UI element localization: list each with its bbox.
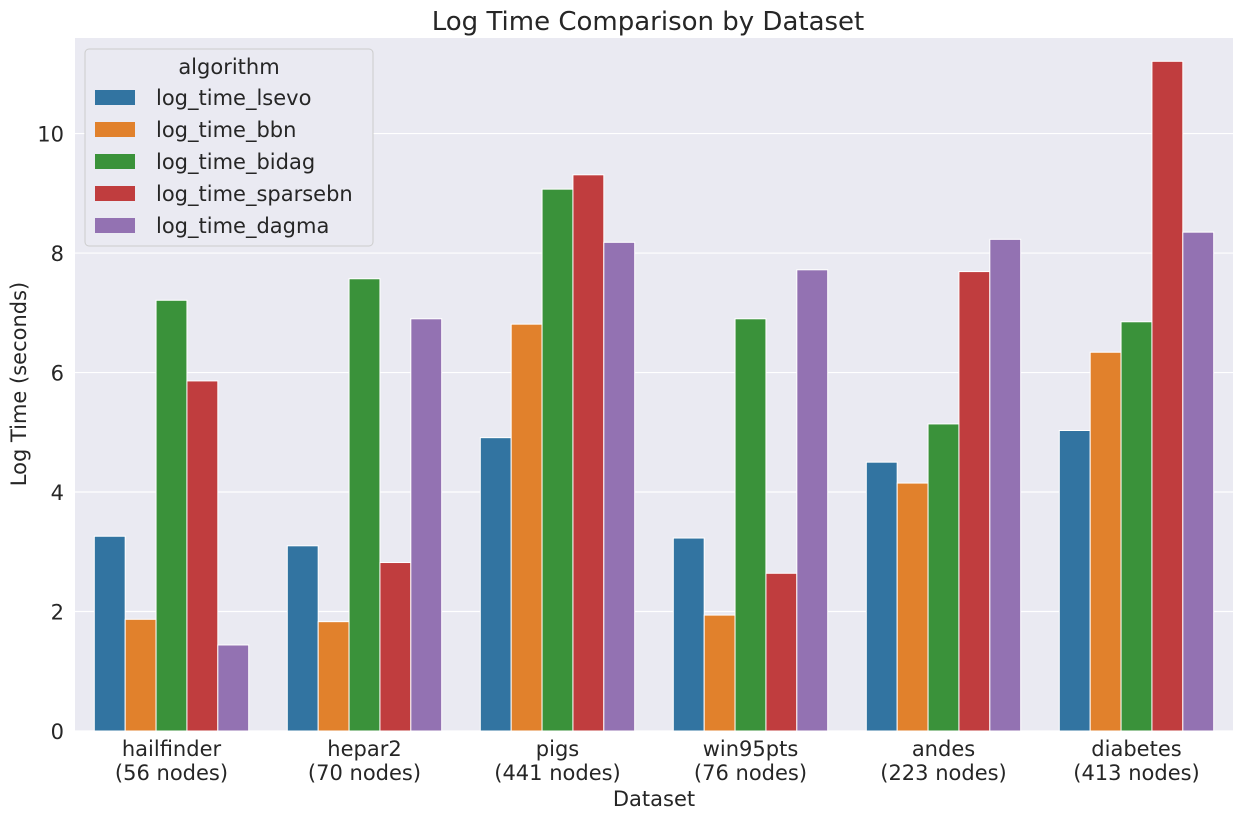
bar-log_time_dagma (989, 238, 1022, 732)
legend-entry: log_time_dagma (156, 214, 329, 239)
bar-log_time_dagma (410, 318, 443, 732)
x-tick-label-line: diabetes (1091, 737, 1181, 761)
x-tick-label-line: pigs (536, 737, 579, 761)
x-tick-label-line: (441 nodes) (494, 761, 621, 785)
y-axis-ticks: 0 2 4 6 8 10 (37, 123, 64, 744)
x-tick-label-line: andes (912, 737, 975, 761)
x-tick-label-line: hailfinder (122, 737, 222, 761)
y-tick-label: 2 (51, 601, 64, 625)
y-tick-label: 0 (51, 720, 64, 744)
bar-log_time_lsevo (286, 545, 319, 732)
bar-log_time_bbn (703, 614, 736, 732)
y-tick-label: 10 (37, 123, 64, 147)
bar-log_time_sparsebn (765, 572, 798, 732)
bar-log_time_lsevo (865, 461, 898, 732)
bar-log_time_lsevo (93, 535, 126, 732)
x-tick-label: andes(223 nodes) (880, 737, 1007, 785)
bar-log_time_bidag (927, 423, 960, 732)
x-tick-label-line: (70 nodes) (308, 761, 421, 785)
legend-entry: log_time_lsevo (156, 86, 311, 111)
legend-swatch (95, 90, 135, 105)
bar-log_time_sparsebn (379, 562, 412, 732)
x-tick-label: hepar2(70 nodes) (308, 737, 421, 785)
bar-log_time_bidag (348, 278, 381, 732)
bar-log_time_bbn (510, 323, 543, 732)
bars (93, 60, 1215, 732)
x-tick-label-line: hepar2 (327, 737, 401, 761)
x-tick-label-line: (223 nodes) (880, 761, 1007, 785)
bar-log_time_bbn (317, 621, 350, 732)
legend-swatch (95, 154, 135, 169)
bar-log_time_lsevo (672, 537, 705, 732)
bar-log_time_lsevo (479, 437, 512, 732)
bar-log_time_bidag (541, 188, 574, 732)
bar-log_time_bbn (896, 482, 929, 732)
bar-log_time_sparsebn (958, 271, 991, 732)
y-tick-label: 8 (51, 242, 64, 266)
bar-log_time_sparsebn (1151, 60, 1184, 732)
x-tick-label-line: win95pts (703, 737, 799, 761)
y-axis-label: Log Time (seconds) (7, 282, 31, 486)
bar-log_time_bidag (155, 299, 188, 732)
bar-log_time_bbn (1089, 351, 1122, 732)
bar-log_time_sparsebn (186, 380, 219, 732)
bar-log_time_sparsebn (572, 174, 605, 732)
bar-log_time_bbn (124, 618, 157, 732)
x-tick-label: win95pts(76 nodes) (694, 737, 807, 785)
legend-entry: log_time_bbn (156, 118, 296, 143)
legend-swatch (95, 186, 135, 201)
bar-log_time_dagma (603, 241, 636, 732)
x-tick-label-line: (76 nodes) (694, 761, 807, 785)
bar-log_time_bidag (734, 318, 767, 732)
y-tick-label: 4 (51, 481, 64, 505)
bar-log_time_lsevo (1058, 430, 1091, 732)
x-tick-label: hailfinder(56 nodes) (115, 737, 228, 785)
x-tick-label-line: (56 nodes) (115, 761, 228, 785)
x-tick-label: diabetes(413 nodes) (1073, 737, 1200, 785)
bar-log_time_dagma (217, 644, 250, 732)
x-tick-label-line: (413 nodes) (1073, 761, 1200, 785)
bar-log_time_dagma (796, 269, 829, 732)
y-tick-label: 6 (51, 362, 64, 386)
bar-log_time_bidag (1120, 321, 1153, 732)
x-axis-ticks: hailfinder(56 nodes) hepar2(70 nodes) pigs… (115, 737, 1200, 785)
legend: algorithm log_time_lsevolog_time_bbnlog_… (84, 48, 374, 247)
legend-title: algorithm (178, 55, 279, 79)
legend-entry: log_time_sparsebn (156, 182, 353, 207)
bar-log_time_dagma (1182, 231, 1215, 732)
gridlines (75, 132, 1233, 732)
legend-box (84, 48, 374, 247)
x-axis-label: Dataset (613, 787, 695, 811)
legend-entry: log_time_bidag (156, 150, 315, 175)
legend-swatch (95, 122, 135, 137)
chart-title: Log Time Comparison by Dataset (432, 7, 865, 37)
legend-items: log_time_lsevo log_time_bbn log_time_bidag… (95, 86, 353, 239)
legend-swatch (95, 218, 135, 233)
x-tick-label: pigs(441 nodes) (494, 737, 621, 785)
